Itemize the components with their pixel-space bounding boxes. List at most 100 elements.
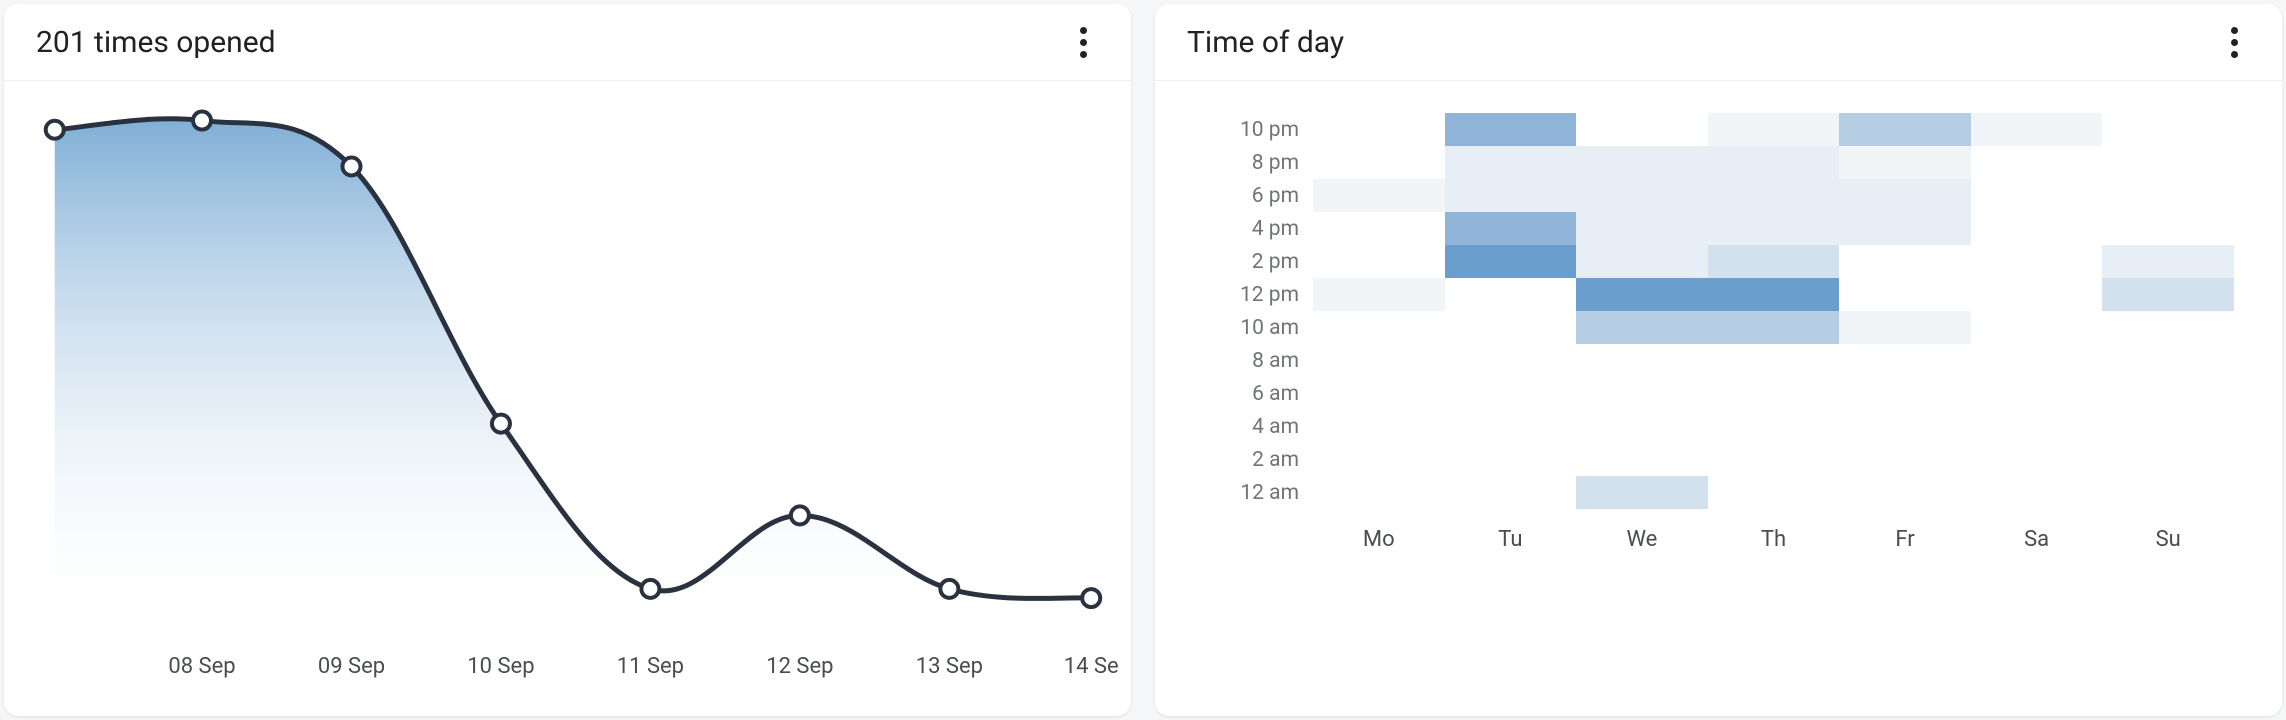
heatmap-cell [1971, 212, 2103, 245]
heatmap-cell [1839, 245, 1971, 278]
kebab-dot-icon [2231, 39, 2238, 46]
heatmap-grid: 10 pm8 pm6 pm4 pm2 pm12 pm10 am8 am6 am4… [1203, 113, 2234, 509]
heatmap-cell [1708, 212, 1840, 245]
heatmap-cell [2102, 113, 2234, 146]
x-axis-label: 14 Se [1064, 654, 1119, 679]
heatmap-y-label: 2 am [1203, 443, 1313, 476]
heatmap-cell [1576, 245, 1708, 278]
heatmap-cell [1576, 443, 1708, 476]
heatmap-cell [1445, 311, 1577, 344]
opens-card-menu-button[interactable] [1067, 22, 1099, 62]
heatmap-cell [1313, 344, 1445, 377]
heatmap-cell [1839, 212, 1971, 245]
x-axis-label: 11 Sep [617, 654, 684, 679]
kebab-dot-icon [1080, 51, 1087, 58]
heatmap-cell [1313, 410, 1445, 443]
heatmap-cell [1313, 245, 1445, 278]
heatmap-cell [1971, 179, 2103, 212]
heatmap-cell [1445, 410, 1577, 443]
heatmap-cell [1313, 179, 1445, 212]
heatmap-cell [1971, 344, 2103, 377]
opens-card-body: 08 Sep09 Sep10 Sep11 Sep12 Sep13 Sep14 S… [4, 81, 1131, 716]
heatmap-cell [1839, 113, 1971, 146]
heatmap-cell [2102, 410, 2234, 443]
heatmap-cell [1839, 278, 1971, 311]
heatmap-cell [2102, 443, 2234, 476]
heatmap-cell [1313, 113, 1445, 146]
heatmap-cell [1708, 146, 1840, 179]
heatmap-cell [1708, 410, 1840, 443]
heatmap-x-label: Su [2102, 527, 2234, 552]
kebab-dot-icon [2231, 27, 2238, 34]
heatmap-cell [1971, 146, 2103, 179]
heatmap-cell [1576, 410, 1708, 443]
heatmap-cell [1708, 443, 1840, 476]
heatmap-y-label: 4 pm [1203, 212, 1313, 245]
heatmap-cell [1971, 245, 2103, 278]
opens-card-title: 201 times opened [36, 25, 276, 60]
tod-card-body: 10 pm8 pm6 pm4 pm2 pm12 pm10 am8 am6 am4… [1155, 81, 2282, 716]
heatmap-cell [1445, 113, 1577, 146]
heatmap-x-label: Tu [1445, 527, 1577, 552]
time-of-day-card: Time of day 10 pm8 pm6 pm4 pm2 pm12 pm10… [1155, 4, 2282, 716]
heatmap-cell [1708, 179, 1840, 212]
heatmap-cell [1313, 146, 1445, 179]
heatmap-cell [1313, 278, 1445, 311]
heatmap-cell [1576, 476, 1708, 509]
heatmap-cell [1313, 311, 1445, 344]
heatmap-cell [1839, 377, 1971, 410]
heatmap-cell [1445, 245, 1577, 278]
heatmap-cell [1971, 377, 2103, 410]
heatmap-y-label: 6 am [1203, 377, 1313, 410]
heatmap-cell [1971, 410, 2103, 443]
heatmap-y-label: 10 pm [1203, 113, 1313, 146]
heatmap-cell [1708, 344, 1840, 377]
x-axis-label: 10 Sep [467, 654, 534, 679]
heatmap-cell [1576, 377, 1708, 410]
card-header: Time of day [1155, 4, 2282, 81]
heatmap-y-label: 8 pm [1203, 146, 1313, 179]
heatmap-cell [2102, 344, 2234, 377]
heatmap-cell [1971, 476, 2103, 509]
heatmap-cell [1839, 311, 1971, 344]
kebab-dot-icon [1080, 39, 1087, 46]
heatmap-cell [1445, 146, 1577, 179]
heatmap-y-label: 10 am [1203, 311, 1313, 344]
kebab-dot-icon [1080, 27, 1087, 34]
heatmap-cell [2102, 476, 2234, 509]
heatmap-cell [1839, 179, 1971, 212]
area-chart: 08 Sep09 Sep10 Sep11 Sep12 Sep13 Sep14 S… [22, 93, 1113, 698]
heatmap-cell [1839, 146, 1971, 179]
heatmap-x-label: We [1576, 527, 1708, 552]
heatmap-cell [1576, 278, 1708, 311]
heatmap-cell [2102, 179, 2234, 212]
heatmap-cell [2102, 377, 2234, 410]
heatmap-cell [1708, 377, 1840, 410]
heatmap-cell [1708, 476, 1840, 509]
heatmap-cell [1839, 443, 1971, 476]
heatmap-cell [1576, 212, 1708, 245]
heatmap-cell [1445, 278, 1577, 311]
heatmap-cell [1708, 113, 1840, 146]
heatmap-y-label: 2 pm [1203, 245, 1313, 278]
card-header: 201 times opened [4, 4, 1131, 81]
heatmap-y-label: 8 am [1203, 344, 1313, 377]
heatmap-cell [1708, 278, 1840, 311]
heatmap-cell [2102, 212, 2234, 245]
heatmap-cell [1708, 245, 1840, 278]
heatmap-cell [1576, 179, 1708, 212]
heatmap-cell [1839, 344, 1971, 377]
heatmap-cell [1445, 179, 1577, 212]
heatmap-y-label: 12 am [1203, 476, 1313, 509]
heatmap-cell [1971, 311, 2103, 344]
x-axis-label: 09 Sep [318, 654, 385, 679]
heatmap-cell [1576, 113, 1708, 146]
heatmap-cell [1971, 278, 2103, 311]
heatmap-cell [1971, 113, 2103, 146]
tod-card-menu-button[interactable] [2218, 22, 2250, 62]
heatmap-cell [1313, 443, 1445, 476]
opens-card: 201 times opened 08 Sep09 Sep10 Sep11 [4, 4, 1131, 716]
heatmap-x-label: Mo [1313, 527, 1445, 552]
heatmap-x-label: Th [1708, 527, 1840, 552]
heatmap-cell [1576, 344, 1708, 377]
